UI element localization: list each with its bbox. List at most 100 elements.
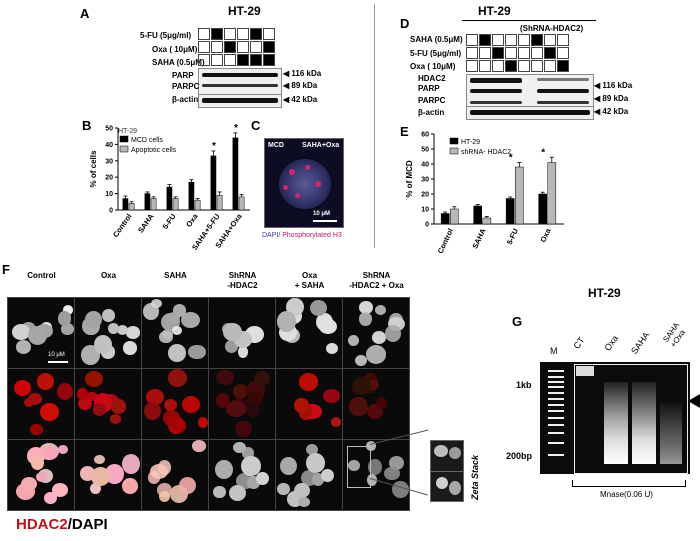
blot-label: PARP xyxy=(172,71,194,80)
grid-cell xyxy=(531,34,543,46)
panel-d-treatment-label: SAHA (0.5μM) xyxy=(410,35,463,44)
zeta-stack-label: Zeta Stack xyxy=(470,454,480,500)
gel-marker-label: 200bp xyxy=(506,451,533,461)
micrograph-tile xyxy=(74,368,142,440)
micrograph-column-label: Oxa + SAHA xyxy=(294,271,325,290)
agarose-gel xyxy=(540,362,690,474)
bar xyxy=(473,205,483,225)
grid-cell xyxy=(224,54,236,66)
bar xyxy=(210,155,217,211)
grid-cell xyxy=(250,41,262,53)
micrograph-tile xyxy=(7,439,75,511)
significance-marker: * xyxy=(234,123,238,134)
micrograph-tile: 10 μM xyxy=(7,297,75,369)
grid-cell xyxy=(544,47,556,59)
ladder-band xyxy=(548,386,564,388)
grid-cell xyxy=(198,41,210,53)
legend-label: Apoptotic cells xyxy=(131,147,177,154)
western-blot-d-actin xyxy=(466,106,594,120)
gel-lane-label: M xyxy=(550,346,558,356)
grid-cell xyxy=(531,60,543,72)
zoom-box xyxy=(347,446,371,488)
bar xyxy=(505,198,515,225)
micrograph-scale-label: 10 μM xyxy=(48,352,65,358)
bar-chart-e: 0 10 20 30 40 50 60 % of MCD Control SAHA * 5-FU * Ox… xyxy=(405,132,564,255)
micrograph-column-label: Control xyxy=(27,271,56,280)
legend-label: HT-29 xyxy=(461,139,480,146)
x-tick-label: Control xyxy=(436,227,455,255)
y-axis-label: % of MCD xyxy=(405,160,414,198)
panel-g-title: HT-29 xyxy=(588,286,621,300)
bar xyxy=(122,198,129,211)
significance-marker: * xyxy=(212,141,216,152)
micrograph-tile xyxy=(208,368,276,440)
grid-cell xyxy=(518,34,530,46)
micrograph-tile xyxy=(74,297,142,369)
ladder-band xyxy=(548,376,564,378)
ladder-band xyxy=(548,410,564,412)
grid-cell xyxy=(237,54,249,66)
y-tick-label: 10 xyxy=(105,191,113,198)
panel-e-letter: E xyxy=(400,124,409,139)
treatment-grid-d xyxy=(466,34,596,74)
panel-a-title: HT-29 xyxy=(228,4,261,18)
y-tick-label: 10 xyxy=(421,207,429,214)
micrograph-tile xyxy=(275,297,343,369)
bar xyxy=(128,203,135,211)
grid-cell xyxy=(211,54,223,66)
micrograph-c: MCD SAHA+Oxa 10 μM xyxy=(264,138,344,228)
panel-a-treatment-label: SAHA (0.5μM) xyxy=(152,58,205,67)
grid-cell xyxy=(492,47,504,59)
blot-label: PARPC xyxy=(172,82,200,91)
grid-cell xyxy=(250,28,262,40)
panel-g-letter: G xyxy=(512,314,523,329)
grid-cell xyxy=(466,34,478,46)
y-tick-label: 0 xyxy=(425,222,429,229)
x-tick-label: SAHA xyxy=(136,212,156,235)
y-tick-label: 60 xyxy=(421,132,429,139)
grid-cell xyxy=(518,60,530,72)
bar-chart-b: 0 10 20 30 40 50 % of cells Control SAHA 5-FU Oxa *… xyxy=(89,123,250,250)
panel-a-treatment-label: 5-FU (5μg/ml) xyxy=(140,31,192,40)
legend-label: shRNA- HDAC2 xyxy=(461,149,511,156)
y-axis-label: % of cells xyxy=(89,150,98,187)
micrograph-tile xyxy=(74,439,142,511)
grid-cell xyxy=(544,34,556,46)
micrograph-c-caption: DAPI/ Phosphorylated H3 xyxy=(262,232,342,239)
grid-cell xyxy=(237,41,249,53)
divider-line xyxy=(374,4,375,248)
grid-cell xyxy=(198,54,210,66)
bar xyxy=(450,208,459,225)
blot-label: β-actin xyxy=(418,108,445,117)
panel-d-letter: D xyxy=(400,16,410,31)
micrograph-c-scale: 10 μM xyxy=(313,211,331,217)
micrograph-tile xyxy=(275,368,343,440)
bar xyxy=(194,199,201,211)
panel-d-title: HT-29 xyxy=(478,4,511,18)
kda-marker: ◀ 89 kDa xyxy=(594,94,629,103)
x-tick-label: Oxa xyxy=(184,211,200,228)
micrograph-column-label: ShRNA -HDAC2 xyxy=(227,271,258,290)
gel-lane-label: CT xyxy=(571,335,587,351)
legend-swatch xyxy=(119,135,129,143)
y-tick-label: 40 xyxy=(105,142,113,149)
micrograph-tile xyxy=(141,297,209,369)
bar xyxy=(547,162,557,225)
ladder-band xyxy=(548,404,564,406)
grid-cell xyxy=(505,60,517,72)
legend-swatch xyxy=(449,147,459,155)
scale-bar xyxy=(313,220,337,222)
micrograph-tile xyxy=(275,439,343,511)
grid-cell xyxy=(557,60,569,72)
y-tick-label: 50 xyxy=(421,147,429,154)
ladder-band xyxy=(548,370,564,372)
micrograph-column-labels: Control Oxa SAHA ShRNA -HDAC2 Oxa + SAHA ShRN… xyxy=(8,271,408,299)
kda-marker: ◀ 89 kDa xyxy=(283,81,318,90)
micrograph-c-tr: SAHA+Oxa xyxy=(302,142,340,149)
gel-lane-label: SAHA xyxy=(629,330,652,356)
x-tick-label: Control xyxy=(111,212,134,239)
micrograph-tile xyxy=(342,297,410,369)
panel-a-treatment-label: Oxa ( 10μM) xyxy=(152,45,198,54)
grid-cell xyxy=(466,60,478,72)
grid-cell xyxy=(492,60,504,72)
